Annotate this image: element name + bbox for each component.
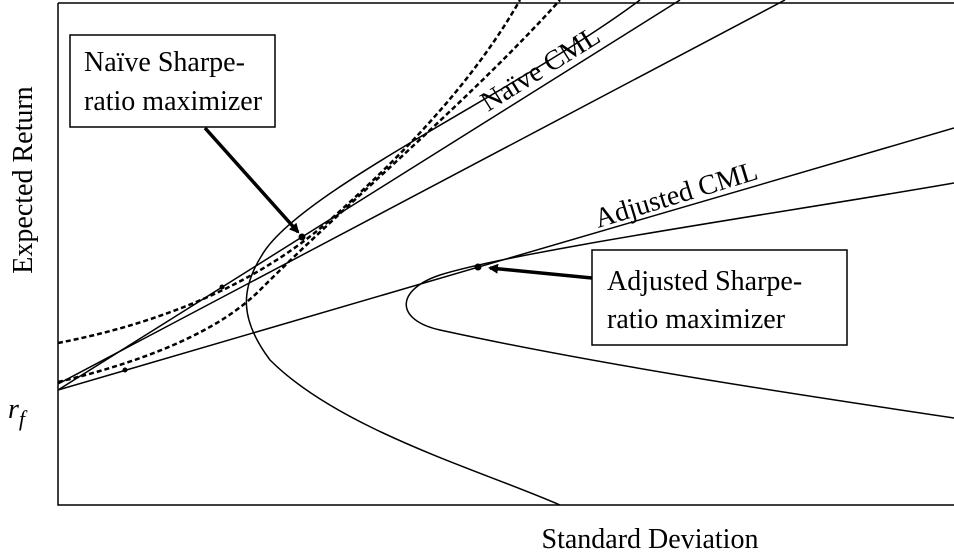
- point: [474, 263, 482, 271]
- callout-text: ratio maximizer: [84, 86, 263, 117]
- line-label: Adjusted CML: [591, 156, 761, 235]
- point: [122, 367, 128, 373]
- callout-box: [69, 34, 276, 128]
- point: [219, 284, 225, 290]
- callout-box: [591, 249, 848, 346]
- origin-main: r: [8, 394, 19, 425]
- arrow: [203, 126, 300, 234]
- y-axis-label: Expected Return: [8, 86, 39, 273]
- point: [298, 233, 306, 241]
- origin-label: rf: [8, 394, 28, 431]
- dashed-frontier: [57, 0, 561, 384]
- origin-subscript: f: [19, 406, 28, 431]
- plot-frame: [57, 2, 954, 506]
- x-axis-label: Standard Deviation: [542, 524, 759, 555]
- callout-text: Naïve Sharpe-: [84, 47, 245, 78]
- naive-cml: [57, 0, 681, 391]
- arrow: [488, 263, 593, 280]
- line: [57, 0, 786, 385]
- callout-text: ratio maximizer: [607, 304, 786, 335]
- callout-text: Adjusted Sharpe-: [607, 266, 802, 297]
- dashed-frontier: [57, 0, 522, 345]
- naive-frontier: [245, 0, 641, 506]
- adjusted-frontier: [405, 182, 954, 419]
